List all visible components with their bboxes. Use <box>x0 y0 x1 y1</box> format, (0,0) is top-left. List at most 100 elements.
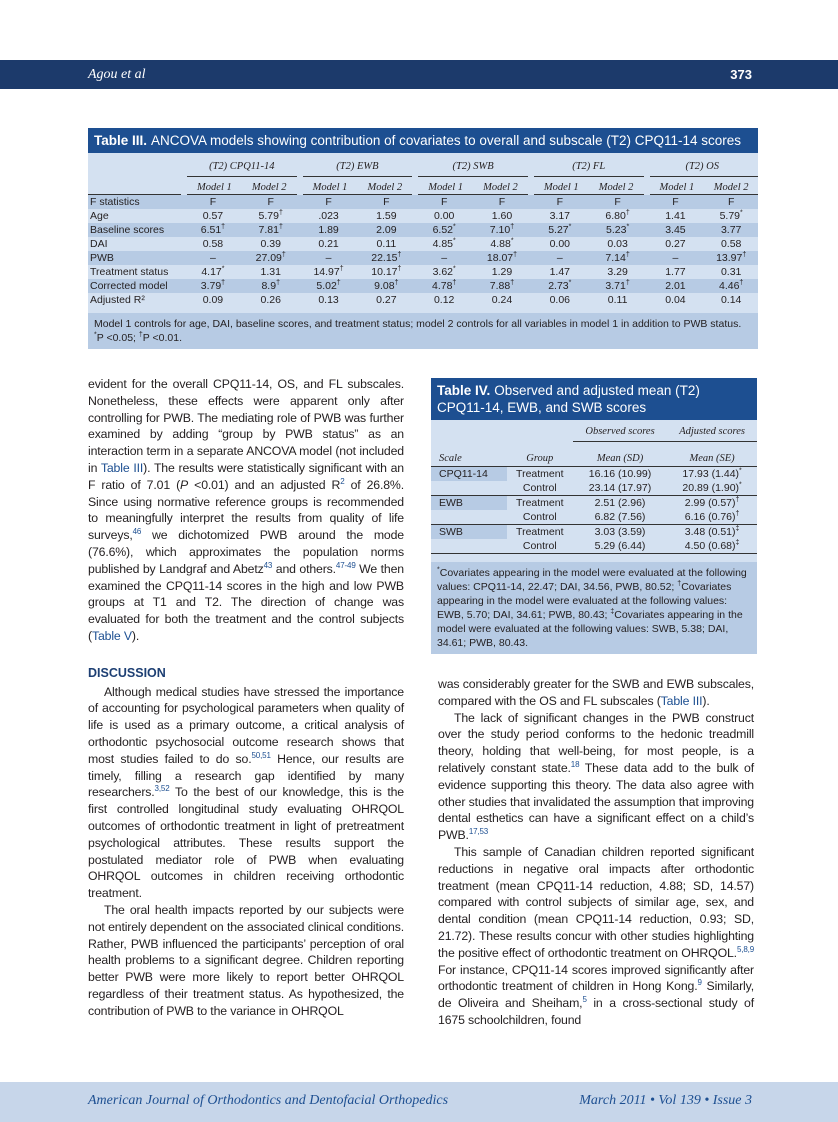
cell: 0.21 <box>318 238 339 250</box>
row-label: Corrected model <box>90 280 168 292</box>
citation: 50,51 <box>251 750 271 760</box>
cell: 6.51† <box>200 223 226 237</box>
group-header: (T2) EWB <box>336 160 379 172</box>
cell: 0.00 <box>433 210 455 222</box>
cell: 23.14 (17.97) <box>572 481 668 496</box>
table-label: Table III. <box>94 133 148 148</box>
text-run: This sample of Canadian children reporte… <box>438 844 754 960</box>
cell: 14.97† <box>313 265 344 279</box>
text-run: was considerably greater for the SWB and… <box>438 677 754 708</box>
table-iii: Table III. ANCOVA models showing contribu… <box>88 128 758 349</box>
citation: 9 <box>697 978 702 988</box>
model-header: Model 1 <box>181 176 242 195</box>
cell: Control <box>506 481 573 496</box>
cell: – <box>556 252 563 264</box>
cell: F <box>209 196 217 208</box>
cell: 20.89 (1.90)* <box>667 481 757 496</box>
citation: 43 <box>263 560 273 570</box>
cell: 7.14† <box>605 251 630 265</box>
cell: 10.17† <box>371 265 402 279</box>
row-label: Baseline scores <box>90 224 165 236</box>
cell: 0.57 <box>202 210 224 222</box>
group-header-row: (T2) CPQ11-14 (T2) EWB (T2) SWB (T2) FL (T2)… <box>88 159 758 177</box>
cell: Control <box>506 510 573 525</box>
table-row: PWB – 27.09† – 22.15† – 18.07† – 7.14† – 13.97† <box>88 251 758 265</box>
model-header: Model 1 <box>296 176 358 195</box>
table-row: DAI 0.58 0.39 0.21 0.11 4.85* 4.88* 0.00 0.03 0.2… <box>88 237 758 251</box>
cell: 3.45 <box>665 224 686 236</box>
cell: 0.11 <box>376 238 397 250</box>
model-header-row: Model 1 Model 2 Model 1 Model 2 Model 1 Model… <box>88 176 758 195</box>
paragraph: This sample of Canadian children reporte… <box>438 844 754 1029</box>
cell: F <box>556 196 563 208</box>
text-run: We then examined the CPQ11-14 scores in … <box>88 561 404 643</box>
group-header: (T2) OS <box>685 160 720 172</box>
cell: 5.79† <box>258 209 283 223</box>
table-row: CPQ11-14 Treatment 16.16 (10.99) 17.93 (1.4… <box>431 466 757 481</box>
left-column: evident for the overall CPQ11-14, OS, an… <box>88 376 404 1019</box>
issue-info: March 2011 • Vol 139 • Issue 3 <box>579 1093 752 1108</box>
cell: 17.93 (1.44)* <box>682 467 742 481</box>
cell: 2.09 <box>376 224 397 236</box>
section-heading: DISCUSSION <box>88 665 166 680</box>
table-label: Table IV. <box>437 383 491 398</box>
text-run: ). <box>702 693 710 708</box>
table-caption: Observed and adjusted mean (T2) CPQ11-14… <box>437 383 700 415</box>
cell: – <box>672 252 679 264</box>
text-run: ). The results were statistically signif… <box>88 460 404 492</box>
cell: 1.29 <box>491 266 513 278</box>
note: *Covariates appearing in the model were … <box>437 566 747 650</box>
citation: 17,53 <box>468 827 489 837</box>
cell: 0.09 <box>202 294 224 306</box>
stub <box>88 159 184 177</box>
cell: 27.09† <box>255 251 286 265</box>
cell: 1.77 <box>665 266 686 278</box>
group-header: (T2) CPQ11-14 <box>209 160 275 172</box>
cell: F <box>383 196 390 208</box>
paragraph: evident for the overall CPQ11-14, OS, an… <box>88 376 404 645</box>
text-run: Although medical studies have stressed t… <box>88 684 404 766</box>
cell: 2.51 (2.96) <box>594 497 646 509</box>
page-number: 373 <box>730 67 752 82</box>
right-column: was considerably greater for the SWB and… <box>438 676 754 1029</box>
cell: 1.89 <box>318 224 339 236</box>
text-run: Similarly, de Oliveira and Sheiham, <box>438 979 754 1011</box>
row-label: DAI <box>90 238 108 250</box>
cell: 4.78† <box>431 279 457 293</box>
cell: 0.06 <box>549 294 570 306</box>
model-header: Model 2 <box>473 176 531 195</box>
cell: 8.9† <box>261 279 280 293</box>
model-header: Model 2 <box>704 176 758 195</box>
cell: 5.02† <box>316 279 341 293</box>
cell: 6.52* <box>432 223 456 237</box>
cell: 5.23* <box>606 223 630 237</box>
cell: 0.11 <box>607 294 628 306</box>
text-run: evident for the overall CPQ11-14, OS, an… <box>88 377 404 475</box>
cross-reference: Table III <box>100 460 144 475</box>
cell: 3.62* <box>432 265 456 279</box>
cell: 5.79* <box>719 209 743 223</box>
table-row: Treatment status 4.17* 1.31 14.97† 10.17† 3.6… <box>88 265 758 279</box>
group-header: (T2) FL <box>572 160 606 172</box>
text-run: The oral health impacts reported by our … <box>88 902 404 1018</box>
cell: 16.16 (10.99) <box>588 468 652 480</box>
row-label: PWB <box>90 252 114 264</box>
cell: 22.15† <box>371 251 402 265</box>
cell: 0.14 <box>720 294 742 306</box>
cell: 0.27 <box>376 294 397 306</box>
cell: 9.08† <box>374 279 399 293</box>
column-header: Mean (SE) <box>667 441 757 467</box>
cell: 7.88† <box>489 279 515 293</box>
column-header-row: Scale Group Mean (SD) Mean (SE) <box>431 441 757 467</box>
cell: 7.10† <box>489 223 515 237</box>
table-iv: Table IV. Observed and adjusted mean (T2)… <box>431 378 757 654</box>
table-title: Table III. ANCOVA models showing contribu… <box>88 128 758 153</box>
cell: 0.00 <box>549 238 570 250</box>
text-run: To the best of our knowledge, this is th… <box>88 785 404 901</box>
cell: 0.39 <box>260 238 281 250</box>
cell: – <box>325 252 332 264</box>
cell: 5.27* <box>548 223 572 237</box>
cell: 0.03 <box>607 238 628 250</box>
cell: 4.88* <box>490 237 514 251</box>
row-label: Adjusted R² <box>90 294 145 306</box>
